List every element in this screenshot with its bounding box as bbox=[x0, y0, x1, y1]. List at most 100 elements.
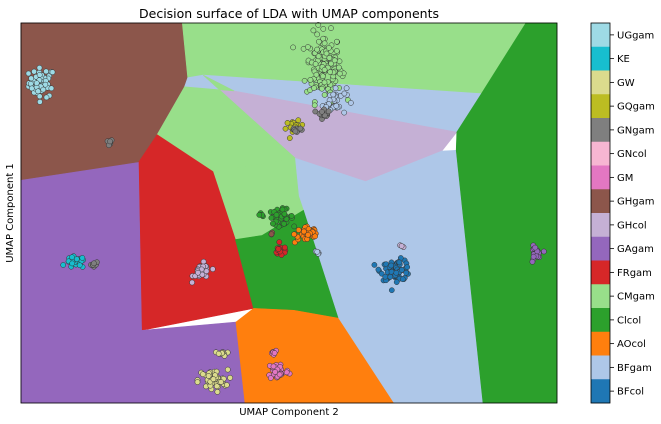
cluster-frgam bbox=[273, 239, 289, 258]
data-point bbox=[40, 86, 47, 93]
data-point bbox=[209, 266, 216, 272]
colorbar-swatch-gagam bbox=[591, 236, 610, 261]
data-point bbox=[223, 382, 230, 388]
data-point bbox=[79, 255, 86, 261]
colorbar-swatch-bfgam bbox=[591, 355, 610, 380]
data-point bbox=[301, 77, 308, 84]
data-point bbox=[256, 212, 263, 218]
data-point bbox=[336, 70, 343, 77]
data-point bbox=[330, 91, 337, 98]
colorbar-label-aocol: AOcol bbox=[617, 339, 646, 350]
data-point bbox=[332, 85, 339, 92]
data-point bbox=[37, 99, 43, 105]
data-point bbox=[313, 71, 320, 78]
data-point bbox=[314, 31, 321, 38]
x-axis-label: UMAP Component 2 bbox=[239, 407, 339, 418]
colorbar-label-bfgam: BFgam bbox=[617, 363, 652, 374]
data-point bbox=[404, 264, 411, 270]
data-point bbox=[323, 50, 330, 57]
data-point bbox=[268, 231, 275, 238]
cluster-gngam bbox=[88, 259, 100, 270]
cluster-gm bbox=[268, 347, 279, 358]
data-point bbox=[282, 125, 289, 132]
data-point bbox=[336, 64, 342, 71]
data-point bbox=[311, 85, 317, 91]
colorbar-label-ghcol: GHcol bbox=[617, 220, 647, 231]
cluster-gngam bbox=[104, 137, 115, 149]
colorbar-label-frgam: FRgam bbox=[617, 268, 652, 279]
cluster-gw bbox=[194, 366, 233, 395]
data-point bbox=[314, 46, 320, 53]
colorbar-label-gncol: GNcol bbox=[617, 149, 647, 160]
data-point bbox=[311, 102, 318, 109]
data-point bbox=[281, 244, 288, 251]
data-point bbox=[310, 27, 317, 34]
decision-surface bbox=[20, 22, 558, 404]
data-point bbox=[341, 109, 348, 116]
data-point bbox=[210, 376, 217, 382]
data-point bbox=[316, 38, 322, 45]
cluster-gm bbox=[266, 361, 293, 381]
data-point bbox=[305, 44, 311, 50]
data-point bbox=[378, 270, 385, 277]
colorbar-swatch-uggam bbox=[591, 23, 610, 48]
data-point bbox=[270, 220, 276, 227]
data-point bbox=[295, 117, 302, 124]
data-point bbox=[328, 60, 334, 67]
colorbar-label-gngam: GNgam bbox=[617, 125, 654, 136]
data-point bbox=[393, 269, 400, 276]
colorbar-label-gqgam: GQgam bbox=[617, 102, 655, 113]
cluster-ke bbox=[60, 253, 86, 270]
colorbar-label-gm: GM bbox=[617, 173, 633, 184]
data-point bbox=[69, 260, 76, 267]
colorbar-swatch-aocol bbox=[591, 331, 610, 356]
data-point bbox=[301, 228, 307, 235]
y-axis-label: UMAP Component 1 bbox=[5, 163, 16, 263]
data-point bbox=[267, 375, 274, 381]
data-point bbox=[276, 371, 283, 378]
cluster-clcol bbox=[267, 205, 298, 230]
colorbar-label-gw: GW bbox=[617, 78, 635, 89]
data-point bbox=[194, 379, 201, 385]
data-point bbox=[319, 108, 325, 115]
data-point bbox=[387, 274, 394, 280]
cluster-bfcol bbox=[371, 255, 411, 294]
data-point bbox=[321, 92, 328, 98]
data-point bbox=[312, 61, 319, 67]
data-point bbox=[284, 120, 291, 126]
data-point bbox=[281, 220, 287, 227]
data-point bbox=[27, 80, 34, 87]
data-point bbox=[326, 55, 333, 61]
data-point bbox=[315, 22, 322, 28]
data-point bbox=[291, 231, 297, 238]
data-point bbox=[214, 389, 221, 395]
colorbar-swatch-frgam bbox=[591, 260, 610, 285]
data-point bbox=[28, 75, 35, 82]
colorbar-label-ke: KE bbox=[617, 54, 630, 65]
colorbar-swatch-clcol bbox=[591, 308, 610, 333]
data-point bbox=[273, 211, 280, 218]
data-point bbox=[290, 44, 296, 51]
cluster-cmgam bbox=[290, 22, 351, 109]
colorbar-swatch-bfcol bbox=[591, 379, 610, 404]
data-point bbox=[315, 53, 322, 60]
data-point bbox=[328, 25, 334, 31]
colorbar-label-ghgam: GHgam bbox=[617, 197, 655, 208]
data-point bbox=[393, 279, 400, 285]
data-point bbox=[305, 232, 311, 238]
data-point bbox=[91, 260, 97, 267]
data-point bbox=[200, 371, 206, 378]
cluster-gw bbox=[213, 349, 231, 359]
data-point bbox=[331, 57, 338, 64]
data-point bbox=[31, 68, 37, 75]
plot-frame bbox=[20, 22, 558, 404]
data-point bbox=[333, 103, 340, 109]
data-point bbox=[371, 262, 378, 268]
data-point bbox=[69, 254, 75, 261]
data-point bbox=[382, 273, 389, 280]
colorbar-swatch-ke bbox=[591, 46, 610, 71]
cluster-gngam bbox=[312, 106, 332, 122]
data-point bbox=[76, 262, 83, 269]
data-point bbox=[333, 48, 340, 54]
data-point bbox=[399, 276, 406, 283]
